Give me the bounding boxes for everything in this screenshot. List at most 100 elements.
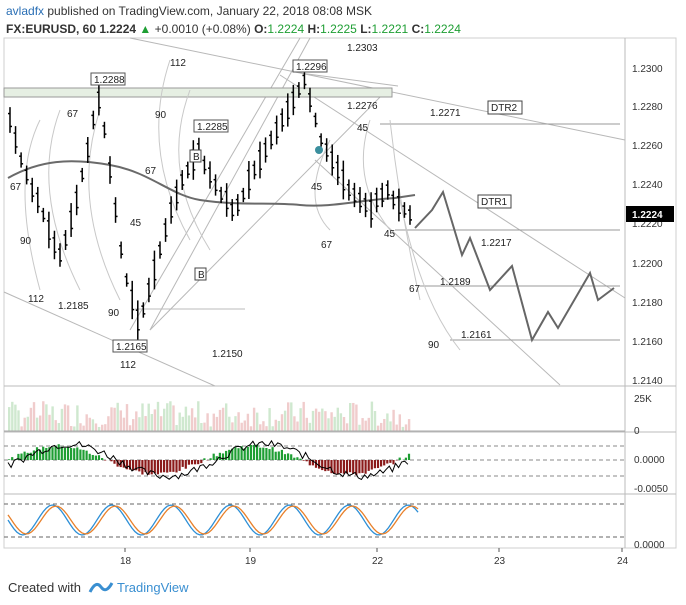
volume-bar: [200, 422, 203, 431]
fib-label: 112: [120, 360, 136, 371]
macd-histogram-bar: [144, 460, 147, 473]
macd-histogram-bar: [200, 460, 203, 464]
macd-histogram-bar: [389, 460, 392, 463]
channel-line[interactable]: [149, 37, 311, 331]
volume-bar: [51, 406, 54, 431]
resistance-zone[interactable]: [3, 87, 393, 98]
macd-histogram-bar: [293, 457, 296, 460]
created-with-text: Created with: [8, 580, 81, 595]
price-axis[interactable]: 1.2300 1.2280 1.2260 1.2240 1.2220 1.220…: [632, 64, 663, 387]
fib-label: 45: [357, 123, 369, 134]
fib-label: 90: [155, 110, 167, 121]
stoch-k-line[interactable]: [7, 504, 419, 536]
tradingview-brand-link[interactable]: TradingView: [117, 580, 189, 595]
macd-histogram-bar: [23, 451, 26, 460]
volume-tick: 0: [634, 426, 640, 437]
trend-label-box[interactable]: [477, 194, 512, 209]
price-tick: 1.2220: [632, 219, 663, 230]
macd-histogram-bar: [240, 446, 243, 460]
macd-histogram-bar: [29, 452, 32, 460]
trendline-dtr1[interactable]: [279, 74, 626, 299]
macd-histogram-bar: [333, 460, 336, 474]
trendline[interactable]: [299, 72, 399, 87]
volume-bar: [355, 404, 358, 431]
volume-bar: [107, 416, 110, 431]
volume-bar: [184, 406, 188, 431]
anchor-point[interactable]: [315, 146, 323, 154]
level-lines[interactable]: [135, 123, 620, 341]
volume-bar: [141, 403, 144, 431]
trendline[interactable]: [3, 291, 216, 387]
macd-histogram-bar: [166, 460, 169, 473]
time-tick: 24: [617, 556, 629, 567]
fib-label: 67: [321, 240, 333, 251]
volume-bar: [122, 417, 126, 431]
volume-pane[interactable]: [8, 401, 411, 431]
macd-histogram-bar: [54, 445, 57, 460]
channel-line[interactable]: [149, 91, 386, 331]
volume-bar: [218, 409, 222, 431]
volume-bar: [228, 416, 231, 431]
volume-bar: [110, 407, 113, 431]
author-link[interactable]: avladfx: [6, 4, 45, 18]
price-tick: 1.2300: [632, 64, 663, 75]
macd-histogram-bar: [262, 447, 265, 460]
macd-histogram-bar: [178, 460, 181, 471]
volume-bar: [330, 412, 333, 431]
chart-canvas[interactable]: 1.2300 1.2280 1.2260 1.2240 1.2220 1.220…: [0, 0, 686, 572]
published-text: published on TradingView.com, January 22…: [47, 4, 373, 18]
macd-histogram-bar: [290, 454, 293, 460]
volume-bar: [147, 403, 150, 431]
macd-line[interactable]: [7, 439, 409, 481]
macd-histogram-bar: [116, 460, 119, 467]
price-label: 1.2185: [58, 301, 89, 312]
volume-bar: [380, 422, 383, 431]
trend-label-box[interactable]: [487, 100, 523, 115]
tradingview-logo-icon[interactable]: [88, 578, 114, 596]
footer: Created with TradingView: [0, 572, 686, 605]
fib-label: 67: [10, 182, 22, 193]
volume-bar: [401, 426, 405, 431]
macd-histogram-bar: [32, 450, 35, 460]
marker-box[interactable]: [194, 267, 207, 281]
price-tick: 1.2240: [632, 180, 663, 191]
price-change: +0.0010 (+0.08%): [154, 22, 251, 36]
symbol-label[interactable]: FX:EURUSD, 60: [6, 22, 97, 36]
macd-histogram-bar: [367, 460, 370, 471]
fib-label: 112: [170, 58, 186, 69]
volume-bar: [206, 413, 209, 431]
macd-histogram-bar: [26, 452, 29, 460]
price-tick: 1.2180: [632, 298, 663, 309]
volume-bar: [32, 402, 36, 431]
volume-bar: [150, 414, 153, 431]
moving-average-line[interactable]: [7, 160, 416, 207]
volume-bar: [231, 422, 234, 431]
volume-bar: [386, 413, 389, 431]
volume-bar: [194, 417, 197, 431]
volume-bar: [277, 420, 281, 431]
volume-bar: [318, 411, 321, 431]
chart-header: avladfx published on TradingView.com, Ja…: [0, 0, 686, 38]
macd-histogram-bar: [386, 460, 389, 464]
macd-histogram-bar: [339, 460, 342, 474]
stoch-tick: 0.0000: [634, 540, 665, 551]
macd-histogram-bar: [398, 457, 401, 460]
trendline[interactable]: [314, 159, 561, 386]
projection-path[interactable]: [414, 189, 615, 343]
macd-histogram-bar: [212, 453, 215, 460]
volume-bar: [256, 412, 259, 431]
marker-box[interactable]: [189, 149, 202, 163]
volume-bar: [314, 408, 318, 431]
macd-histogram-bar: [181, 460, 184, 467]
macd-histogram-bar: [70, 447, 73, 460]
price-label-box: [292, 59, 328, 73]
macd-histogram-bar: [20, 453, 23, 460]
stoch-d-line[interactable]: [7, 505, 419, 535]
volume-bar: [290, 402, 293, 431]
time-axis[interactable]: 18 19 22 23 24: [120, 548, 629, 567]
macd-histogram-bar: [265, 448, 268, 460]
volume-bar: [88, 417, 91, 431]
price-bars[interactable]: [8, 70, 412, 340]
volume-bar: [302, 401, 305, 431]
macd-histogram[interactable]: [8, 444, 411, 476]
